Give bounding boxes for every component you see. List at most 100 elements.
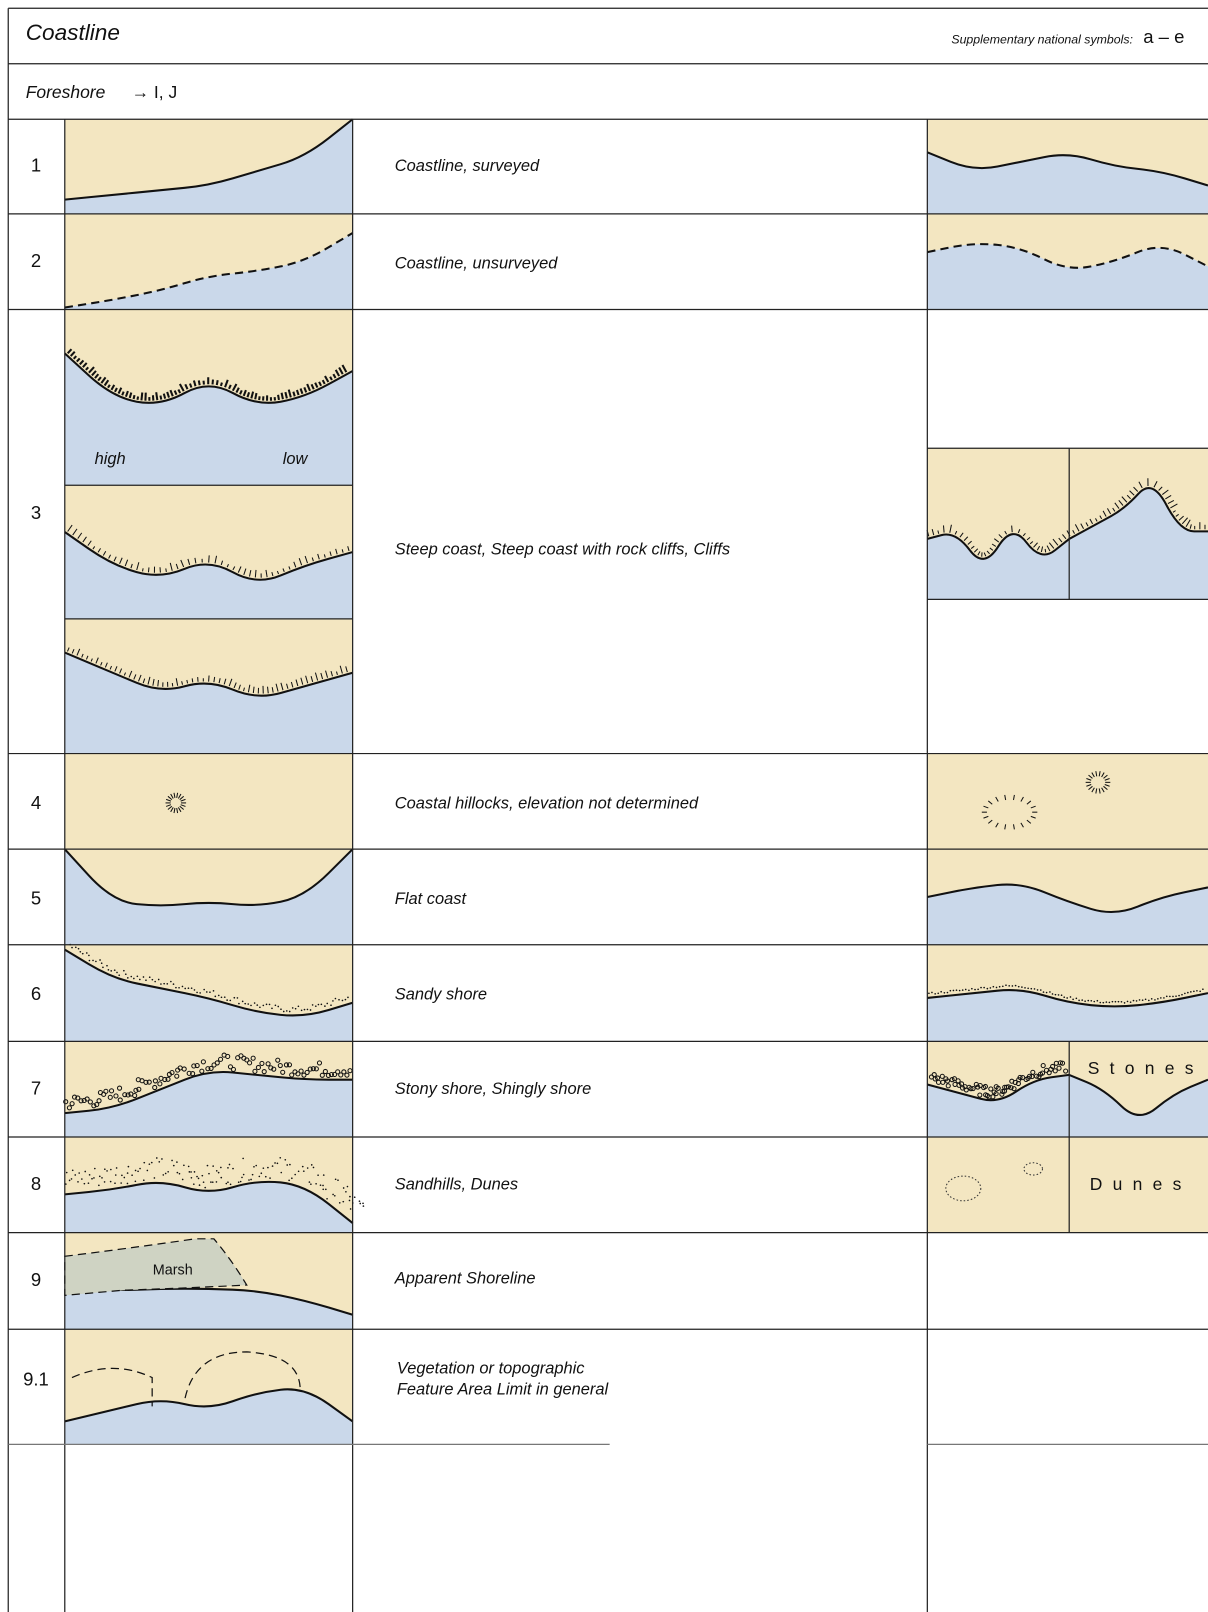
dot [214,995,217,998]
dot [974,988,976,991]
dot [1102,1001,1105,1004]
marsh [64,1238,248,1297]
hachure [1086,783,1092,787]
dot [151,978,154,981]
dot [934,993,936,995]
grid [7,7,1208,1612]
hachure [959,532,964,538]
dot [353,1196,356,1199]
dot [251,1173,254,1176]
dot [87,1182,90,1184]
hachure [1118,499,1124,506]
dot [250,1178,252,1181]
hachure [1046,545,1051,552]
dot [139,1167,141,1170]
dot [1163,997,1165,999]
dot [215,1181,218,1183]
hachure [180,804,186,807]
dot [275,1057,281,1063]
dot [306,1008,309,1011]
dot [163,982,165,985]
dot [952,989,955,992]
panel-label: high [95,450,126,468]
dot [983,986,985,989]
hachure [1095,518,1098,522]
dot [77,1181,79,1183]
hachure [293,561,297,568]
dot [1059,1060,1066,1066]
hachure [176,792,179,798]
hachure [1017,529,1021,534]
hachure [1158,486,1163,491]
dot [142,1179,145,1182]
dot [77,947,80,950]
land [1069,1137,1208,1233]
dot [267,1166,269,1169]
dot [344,998,347,1001]
hachure [284,391,288,399]
dot [322,1188,325,1191]
hachure [983,815,989,819]
hachure [66,348,73,354]
section-reference: → I, J [132,82,178,102]
dot [157,978,160,981]
dot [227,1181,229,1184]
dot [194,1062,200,1069]
row-description: Steep coast, Steep coast with rock cliff… [395,540,730,558]
dot [96,1098,102,1104]
dot [1126,1000,1129,1003]
dot [204,1186,207,1189]
supplementary-symbols: a – e [1143,26,1184,47]
coastline [1068,1073,1208,1116]
hachure [177,389,182,394]
hachure [973,548,979,553]
hachure [218,678,221,684]
dot [1030,1069,1036,1075]
hachure [102,551,107,556]
dot [349,1208,352,1210]
dot [271,1007,273,1010]
dot [260,1172,263,1175]
dot [1078,999,1080,1002]
dot [172,983,175,985]
hachure [280,392,284,400]
dot [226,999,228,1001]
dot [1039,989,1042,991]
dot [358,1200,361,1202]
dot [1117,1000,1120,1003]
dot [264,1175,267,1178]
dot [946,991,949,994]
dot [192,1183,195,1186]
hachure [967,540,972,545]
dot [1005,1084,1011,1090]
dot [196,1175,198,1178]
hachure [114,666,118,672]
dot [317,1174,319,1176]
dot [184,987,187,990]
dot [1114,1000,1117,1003]
hachure [173,390,178,396]
dot [92,959,94,962]
dot [964,988,967,991]
hachure [178,383,185,392]
panel-lines [64,447,1208,1233]
hachure [239,389,243,395]
dot [241,1176,243,1179]
dot [95,960,97,963]
dot [150,1161,153,1164]
hachure [157,680,159,687]
hachure [254,569,257,578]
dot [1169,995,1171,998]
dot [342,1187,345,1189]
dot [308,1181,311,1183]
dot [215,1170,218,1172]
hachure [184,383,189,390]
hachure [989,547,994,551]
row-description: Sandhills, Dunes [395,1176,518,1194]
dot [362,1202,364,1205]
hachure [1133,486,1139,492]
hachure [124,390,129,398]
dot [335,1069,341,1075]
hachure [1103,785,1108,791]
hachure [304,555,308,564]
